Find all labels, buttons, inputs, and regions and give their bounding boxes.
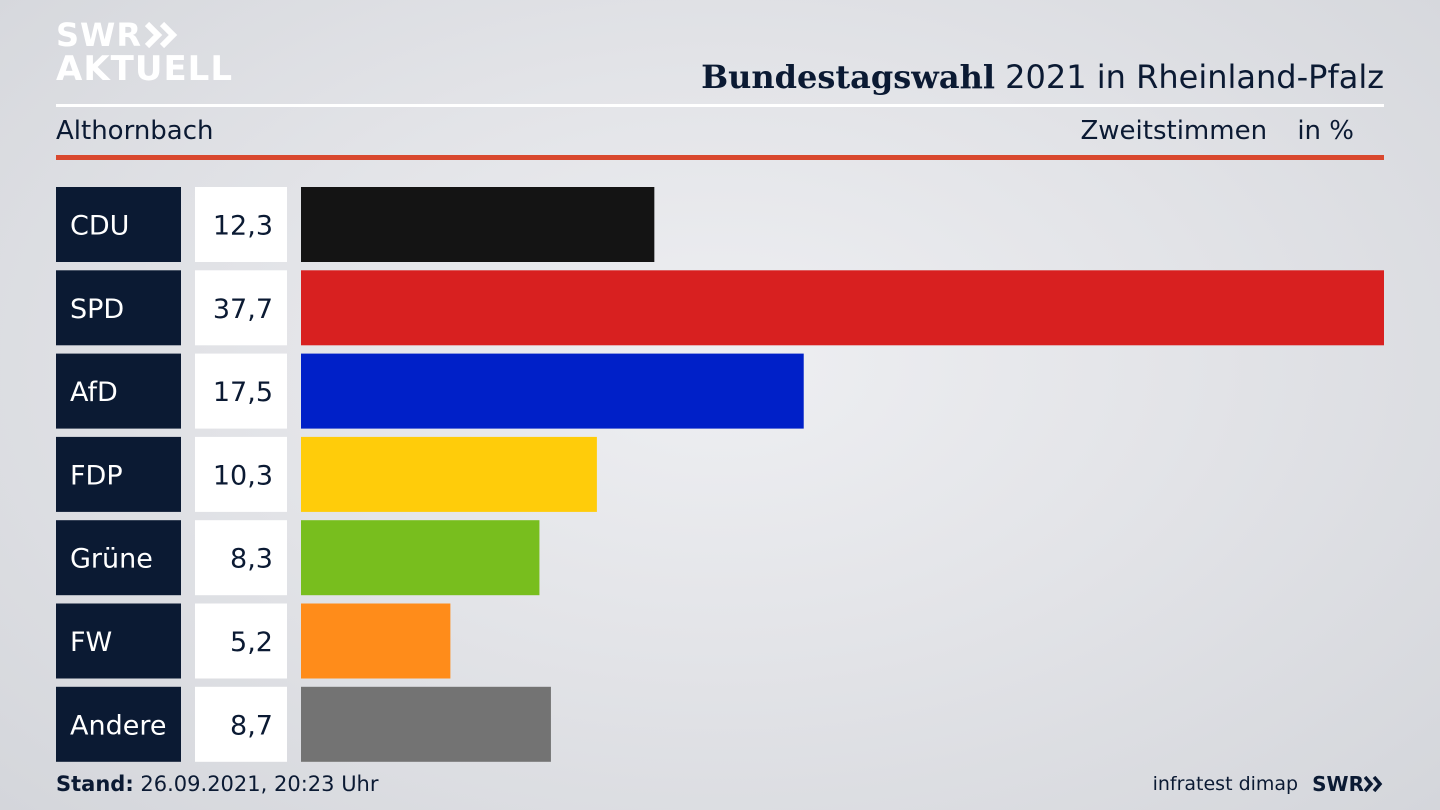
party-label-box-fdp (56, 436, 181, 512)
title-rest: 2021 in Rheinland-Pfalz (1005, 58, 1384, 96)
logo-line2: AKTUELL (56, 49, 234, 89)
party-label: Grüne (70, 544, 153, 575)
bar-andere (301, 686, 551, 762)
measure-name: Zweitstimmen (1080, 116, 1268, 146)
value-box-cdu (195, 187, 287, 262)
value-box-gr-ne (195, 520, 287, 596)
header-divider (56, 104, 1384, 107)
data-label: 5,2 (230, 627, 273, 658)
party-label-box-fw (56, 603, 181, 679)
timestamp: Stand: 26.09.2021, 20:23 Uhr (56, 772, 379, 796)
party-label-box-andere (56, 686, 181, 762)
value-box-fdp (195, 436, 287, 512)
logo-line1: SWR (56, 16, 142, 54)
source-credit: infratest dimap SWR (1153, 772, 1384, 796)
party-label: AfD (70, 377, 118, 408)
data-label: 8,3 (230, 544, 273, 575)
party-label: FW (70, 627, 112, 658)
party-label-box-spd (56, 270, 181, 346)
bar-fdp (301, 436, 597, 512)
data-label: 10,3 (213, 460, 273, 491)
value-box-fw (195, 603, 287, 679)
title-bold: Bundestagswahl (701, 58, 995, 96)
party-label-box-gr-ne (56, 520, 181, 596)
municipality-label: Althornbach (56, 116, 214, 146)
party-label: CDU (70, 211, 129, 242)
data-label: 12,3 (213, 211, 273, 242)
stand-value: 26.09.2021, 20:23 Uhr (140, 772, 379, 796)
page-title: Bundestagswahl 2021 in Rheinland-Pfalz (701, 58, 1384, 96)
party-label-box-afd (56, 353, 181, 429)
swr-aktuell-logo: SWR AKTUELL (56, 18, 233, 86)
party-label: FDP (70, 460, 123, 491)
stand-label: Stand: (56, 772, 134, 796)
party-label: Andere (70, 710, 166, 741)
accent-divider (56, 155, 1384, 160)
bar-gr-ne (301, 520, 540, 596)
swr-footer-text: SWR (1312, 772, 1364, 796)
swr-footer-logo: SWR (1312, 772, 1384, 796)
party-label: SPD (70, 294, 124, 325)
data-label: 8,7 (230, 710, 273, 741)
bar-cdu (301, 187, 655, 262)
party-label-box-cdu (56, 187, 181, 262)
bar-afd (301, 353, 804, 429)
data-label: 17,5 (213, 377, 273, 408)
bar-spd (301, 270, 1384, 346)
double-chevron-icon (1364, 776, 1383, 792)
measure-label: Zweitstimmen in % (1080, 116, 1354, 146)
bar-fw (301, 603, 451, 679)
measure-unit: in % (1297, 116, 1354, 146)
value-box-andere (195, 686, 287, 762)
data-label: 37,7 (213, 294, 273, 325)
double-chevron-icon (144, 22, 178, 48)
value-box-spd (195, 270, 287, 346)
value-box-afd (195, 353, 287, 429)
source-label: infratest dimap (1152, 773, 1299, 795)
